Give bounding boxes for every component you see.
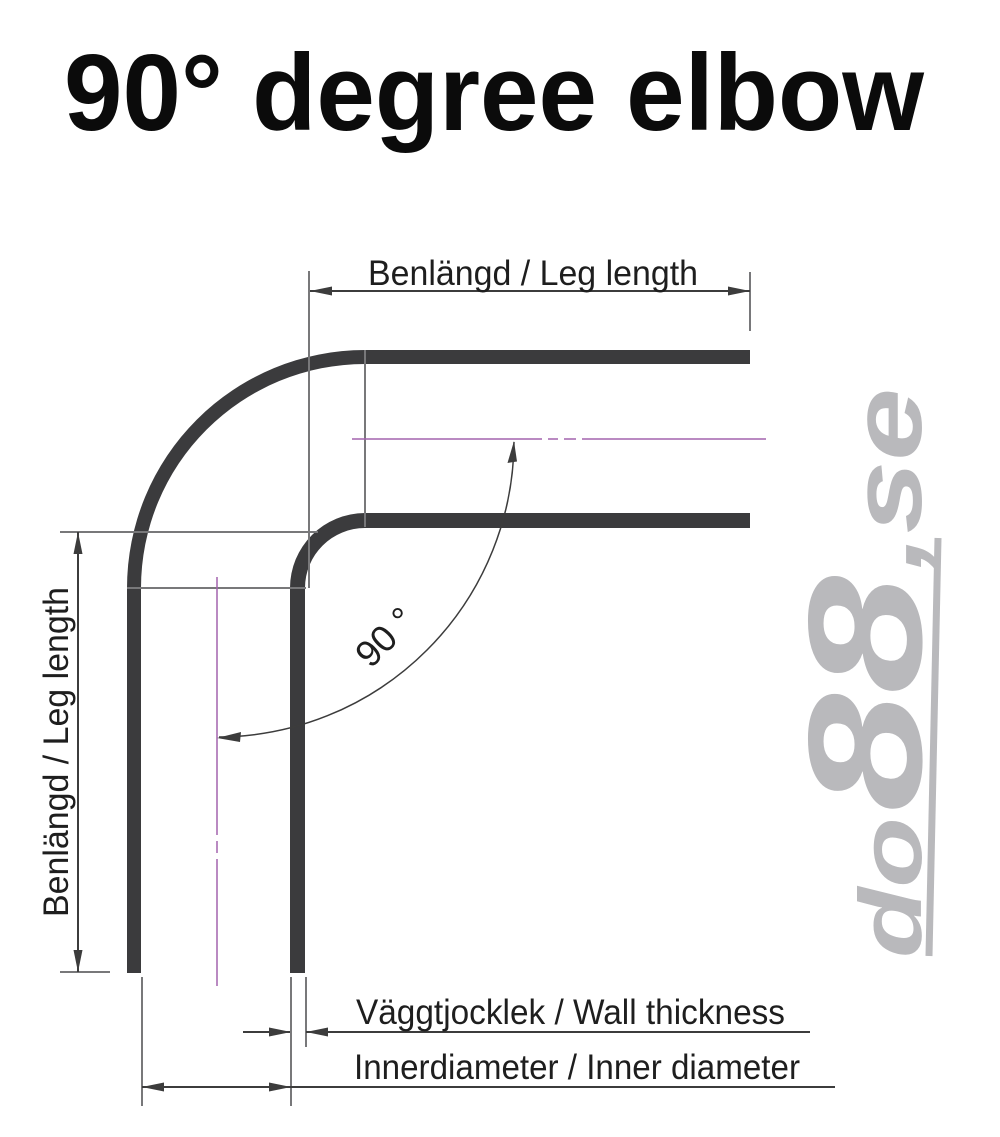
watermark-text: do 88 ,se	[775, 388, 956, 958]
pipe-outer-wall	[127, 350, 750, 973]
inner-diameter-label: Innerdiameter / Inner diameter	[354, 1048, 800, 1087]
dimension-inner-diameter: Innerdiameter / Inner diameter	[141, 977, 835, 1106]
watermark-part-do: do	[841, 817, 940, 958]
pipe	[127, 350, 750, 973]
dimension-angle: 90 °	[217, 441, 517, 742]
watermark: do 88 ,se	[775, 388, 956, 958]
arrowhead-top	[73, 532, 83, 554]
pipe-inner-wall	[290, 513, 750, 973]
leg-length-top-label: Benlängd / Leg length	[368, 254, 698, 293]
arrowhead-right	[728, 286, 750, 296]
arc-arrowhead-top	[507, 441, 517, 463]
arrowhead-left	[142, 1082, 164, 1092]
arrowhead-left	[310, 286, 332, 296]
watermark-part-88: 88	[775, 576, 956, 812]
dimension-wall-thickness: Väggtjocklek / Wall thickness	[243, 977, 810, 1047]
arrowhead-left	[269, 1027, 291, 1037]
angle-arc	[218, 441, 515, 738]
dimension-leg-length-left: Benlängd / Leg length	[37, 531, 318, 973]
watermark-underline	[925, 537, 942, 957]
centerlines	[216, 438, 766, 986]
page-title: 90° degree elbow	[64, 32, 924, 154]
dimension-leg-length-top: Benlängd / Leg length	[308, 254, 751, 588]
arc-arrowhead-bottom	[217, 732, 241, 742]
arrowhead-bottom	[73, 950, 83, 972]
wall-thickness-label: Väggtjocklek / Wall thickness	[356, 993, 785, 1032]
watermark-part-se: ,se	[831, 388, 943, 571]
leg-length-left-label: Benlängd / Leg length	[37, 587, 76, 917]
arrowhead-right	[306, 1027, 328, 1037]
arrowhead-right	[269, 1082, 291, 1092]
